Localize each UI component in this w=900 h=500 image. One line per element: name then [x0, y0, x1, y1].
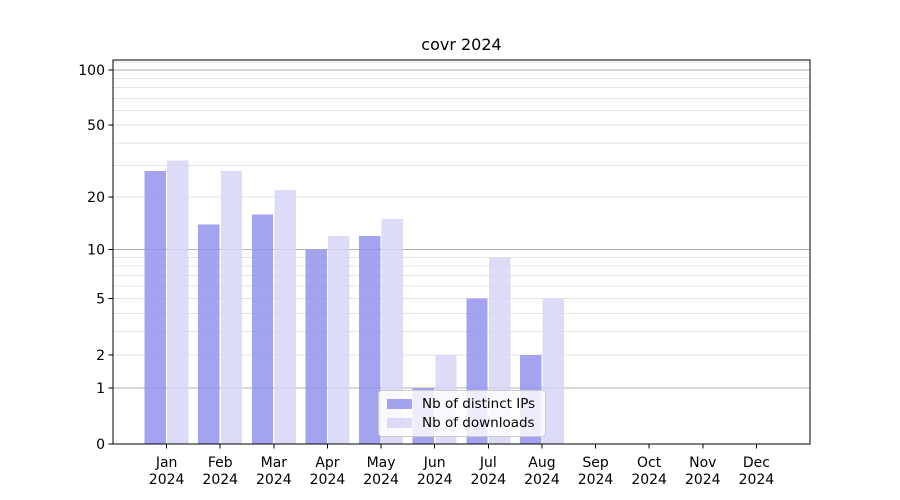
x-tick-label-year-mar: 2024 [256, 472, 292, 488]
x-tick-label-month-nov: Nov [689, 455, 716, 471]
axis-ticks [108, 69, 757, 449]
bar-downloads-mar [274, 189, 296, 444]
bar-downloads-apr [328, 236, 350, 444]
x-tick-label-year-apr: 2024 [310, 472, 346, 488]
bar-distinct-ips-mar [251, 214, 274, 444]
bar-distinct-ips-feb [198, 224, 220, 444]
legend-item-distinct-ips: Nb of distinct IPs [387, 396, 537, 412]
minor-gridlines [113, 61, 810, 356]
bar-downloads-aug [542, 298, 564, 444]
x-tick-label-year-nov: 2024 [685, 472, 721, 488]
bar-downloads-feb [220, 170, 243, 444]
legend-label-distinct-ips: Nb of distinct IPs [422, 396, 536, 413]
x-tick-label-year-sep: 2024 [578, 472, 614, 488]
x-tick-label-month-sep: Sep [582, 455, 609, 471]
x-tick-label-year-may: 2024 [363, 472, 399, 488]
y-tick-label-5: 5 [96, 292, 105, 308]
chart-title: covr 2024 [421, 35, 502, 54]
y-tick-labels: 0 1 2 5 10 20 50 100 [78, 63, 105, 453]
legend-swatch-downloads-icon [387, 417, 412, 428]
x-tick-label-month-jun: Jun [423, 455, 446, 471]
x-tick-label-year-aug: 2024 [524, 472, 560, 488]
x-tick-label-year-dec: 2024 [739, 472, 775, 488]
x-tick-label-month-dec: Dec [743, 455, 770, 471]
x-tick-label-month-may: May [367, 455, 396, 471]
x-tick-label-year-jan: 2024 [149, 472, 185, 488]
y-tick-label-1: 1 [96, 381, 105, 397]
x-tick-label-month-apr: Apr [315, 455, 339, 471]
x-tick-label-year-oct: 2024 [631, 472, 667, 488]
x-tick-label-month-feb: Feb [208, 455, 233, 471]
y-tick-label-100: 100 [78, 63, 105, 79]
legend-label-downloads: Nb of downloads [422, 414, 535, 431]
x-tick-label-year-jun: 2024 [417, 472, 453, 488]
bar-downloads-jan [167, 160, 189, 444]
legend: Nb of distinct IPs Nb of downloads [378, 390, 546, 437]
x-tick-label-month-oct: Oct [637, 455, 662, 471]
x-tick-label-year-jul: 2024 [470, 472, 506, 488]
legend-item-downloads: Nb of downloads [387, 415, 537, 431]
plot-border [112, 59, 811, 445]
y-tick-label-50: 50 [87, 118, 105, 134]
y-tick-label-0: 0 [96, 437, 105, 453]
x-tick-label-year-feb: 2024 [202, 472, 238, 488]
y-tick-label-10: 10 [87, 243, 105, 259]
bar-distinct-ips-jan [144, 170, 167, 444]
y-tick-label-20: 20 [87, 190, 105, 206]
bar-downloads-may [381, 219, 404, 444]
bar-distinct-ips-may [359, 236, 381, 444]
x-tick-label-month-jan: Jan [155, 455, 178, 471]
y-tick-label-2: 2 [96, 348, 105, 364]
bars [144, 160, 564, 444]
x-tick-labels: Jan2024Feb2024Mar2024Apr2024May2024Jun20… [149, 455, 774, 488]
x-tick-label-month-aug: Aug [528, 455, 555, 471]
x-tick-label-month-mar: Mar [261, 455, 288, 471]
legend-swatch-ips-icon [387, 399, 412, 410]
bar-distinct-ips-apr [305, 249, 327, 444]
x-tick-label-month-jul: Jul [479, 455, 497, 471]
